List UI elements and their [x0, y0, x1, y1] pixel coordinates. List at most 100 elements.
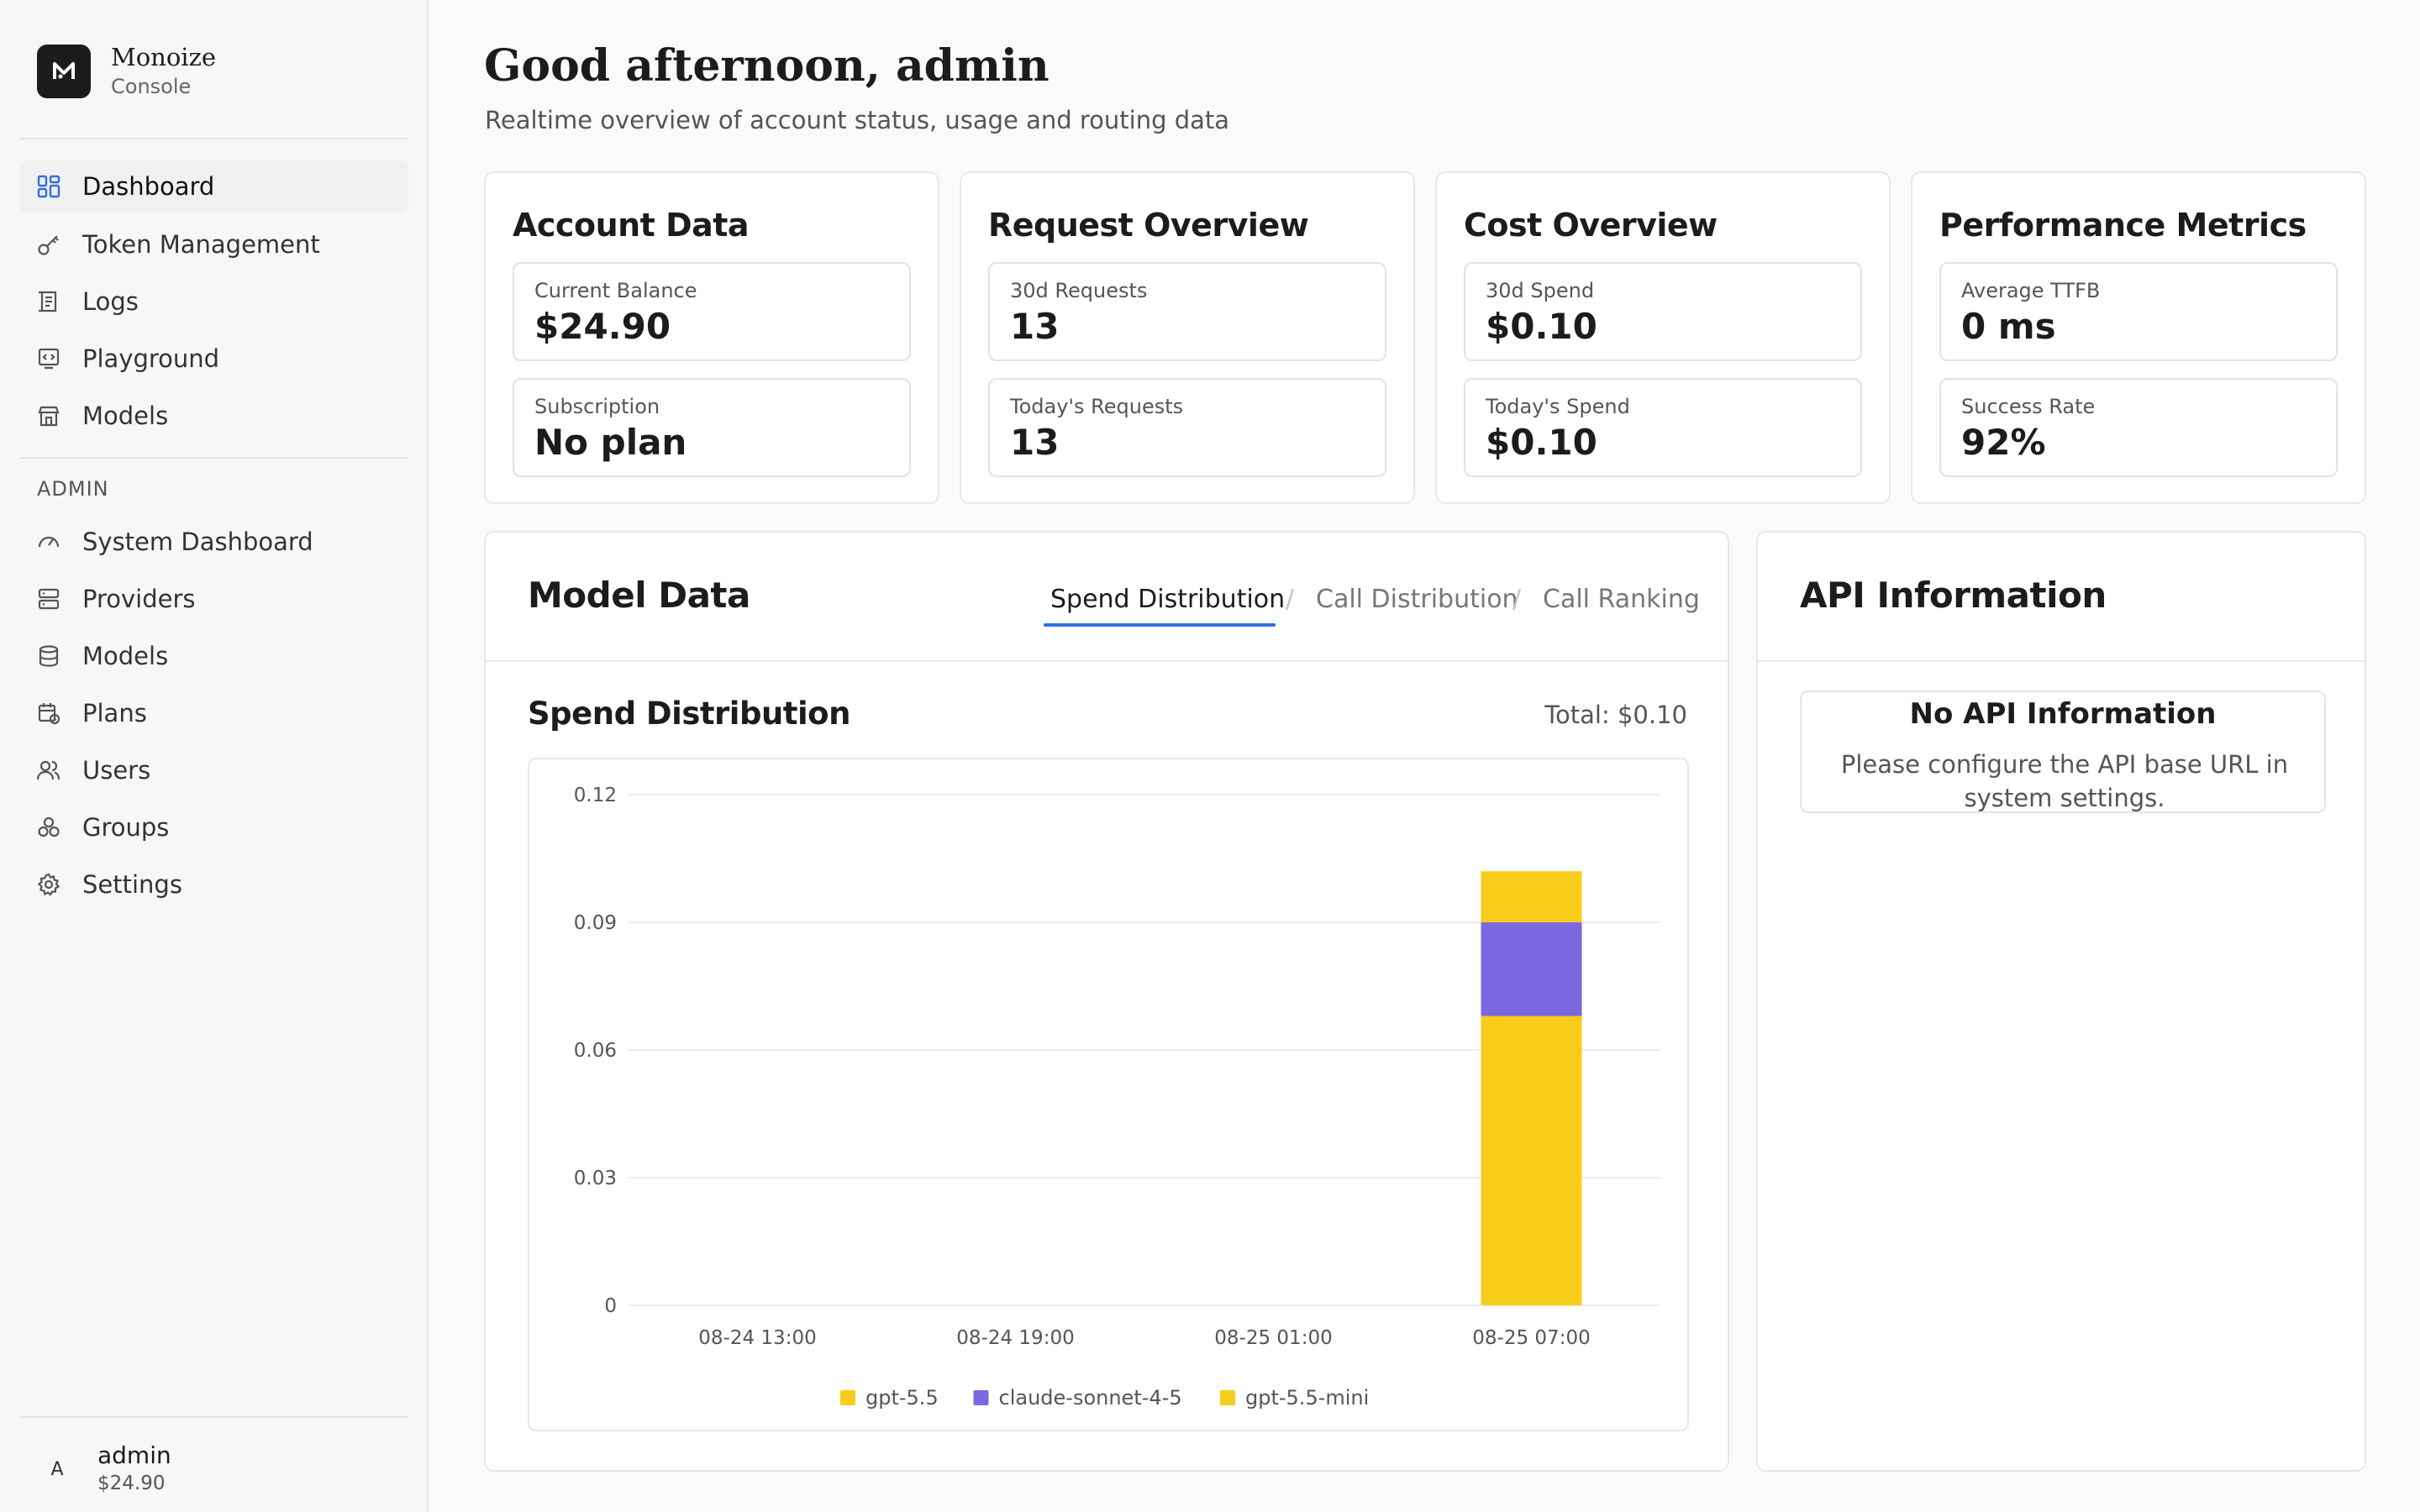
sidebar-divider — [20, 1416, 408, 1418]
user-menu[interactable]: A admin $24.90 — [37, 1441, 171, 1497]
x-tick-label: 08-24 19:00 — [956, 1327, 1074, 1349]
legend-swatch — [1220, 1390, 1235, 1405]
sidebar-item-label: Token Management — [82, 230, 320, 259]
sidebar-item-admin-models[interactable]: Models — [20, 630, 408, 682]
sidebar-item-users[interactable]: Users — [20, 744, 408, 796]
panel-divider — [486, 660, 1728, 662]
card-title: Request Overview — [988, 207, 1309, 244]
sidebar-item-settings[interactable]: Settings — [20, 858, 408, 911]
tab-separator: / — [1286, 585, 1295, 614]
cost-overview-card: Cost Overview 30d Spend $0.10 Today's Sp… — [1435, 171, 1891, 504]
avatar: A — [50, 1458, 64, 1480]
chart-frame: 0 0.03 0.06 0.09 0.12 08-24 13:00 08-24 19:00 0… — [528, 758, 1689, 1431]
account-data-card: Account Data Current Balance $24.90 Subs… — [484, 171, 939, 504]
database-icon — [35, 643, 62, 669]
stat-value: 0 ms — [1961, 306, 2056, 347]
brand-subtitle: Console — [111, 75, 192, 98]
x-tick-label: 08-24 13:00 — [698, 1327, 816, 1349]
active-tab-indicator — [1044, 623, 1276, 627]
brand-name: Monoize — [111, 43, 217, 71]
tab-spend-distribution[interactable]: Spend Distribution — [1050, 585, 1286, 614]
sidebar-item-label: Models — [82, 642, 169, 670]
logs-icon — [35, 288, 62, 315]
sidebar-item-playground[interactable]: Playground — [20, 333, 408, 385]
sidebar-item-providers[interactable]: Providers — [20, 573, 408, 625]
stat-value: No plan — [534, 422, 687, 463]
model-data-panel: Model Data Spend Distribution / Call Dis… — [484, 531, 1729, 1472]
users-icon — [35, 757, 62, 784]
sidebar-item-system-dashboard[interactable]: System Dashboard — [20, 516, 408, 568]
sidebar-item-label: System Dashboard — [82, 528, 313, 556]
y-tick-label: 0.06 — [574, 1040, 617, 1062]
page-title: Good afternoon, admin — [484, 40, 1050, 92]
legend-label: gpt-5.5-mini — [1245, 1386, 1369, 1410]
stat-value: 92% — [1961, 422, 2046, 463]
stat-label: 30d Requests — [1010, 279, 1148, 302]
api-information-panel: API Information No API Information Pleas… — [1756, 531, 2366, 1472]
spend-distribution-chart: 0 0.03 0.06 0.09 0.12 08-24 13:00 08-24 19:00 0… — [574, 785, 1660, 1410]
stat-label: Today's Spend — [1486, 395, 1630, 418]
sidebar-item-label: Settings — [82, 870, 182, 899]
legend-swatch — [973, 1390, 989, 1405]
stat-30d-spend: 30d Spend $0.10 — [1464, 262, 1862, 361]
sidebar: Monoize Console Dashboard Token Manageme… — [0, 0, 429, 1512]
stat-today-spend: Today's Spend $0.10 — [1464, 378, 1862, 477]
sidebar-item-label: Logs — [82, 287, 139, 316]
sidebar-item-label: Users — [82, 756, 151, 785]
bar-segment — [1481, 922, 1582, 1016]
stat-label: Subscription — [534, 395, 660, 418]
performance-metrics-card: Performance Metrics Average TTFB 0 ms Su… — [1911, 171, 2366, 504]
empty-state-text: Please configure the API base URL in sys… — [1840, 750, 2289, 812]
sidebar-item-label: Playground — [82, 344, 220, 373]
gear-icon — [35, 871, 62, 898]
panel-divider — [1758, 660, 2365, 662]
bar-segment — [1481, 1016, 1582, 1305]
sidebar-item-groups[interactable]: Groups — [20, 801, 408, 853]
stat-value: $0.10 — [1486, 306, 1597, 347]
bar-segment — [1481, 871, 1582, 922]
calendar-icon — [35, 700, 62, 727]
stat-average-ttfb: Average TTFB 0 ms — [1939, 262, 2338, 361]
stat-today-requests: Today's Requests 13 — [988, 378, 1386, 477]
brand[interactable]: Monoize Console — [37, 42, 216, 101]
stat-30d-requests: 30d Requests 13 — [988, 262, 1386, 361]
x-tick-label: 08-25 01:00 — [1214, 1327, 1332, 1349]
stat-value: 13 — [1010, 422, 1060, 463]
sidebar-item-logs[interactable]: Logs — [20, 276, 408, 328]
key-icon — [35, 231, 62, 258]
sidebar-item-label: Groups — [82, 813, 170, 842]
legend-swatch — [840, 1390, 855, 1405]
stat-value: $0.10 — [1486, 422, 1597, 463]
tab-separator: / — [1512, 585, 1522, 614]
sidebar-item-dashboard[interactable]: Dashboard — [20, 160, 408, 213]
sidebar-divider — [20, 138, 408, 139]
brand-logo — [37, 45, 91, 98]
stat-label: Average TTFB — [1961, 279, 2101, 302]
stat-label: Today's Requests — [1010, 395, 1184, 418]
monoize-logo-icon — [53, 62, 75, 79]
sidebar-item-models[interactable]: Models — [20, 390, 408, 442]
gauge-icon — [35, 528, 62, 555]
tab-call-distribution[interactable]: Call Distribution — [1316, 585, 1518, 614]
panel-title: Model Data — [528, 575, 750, 616]
page-subtitle: Realtime overview of account status, usa… — [485, 106, 1230, 134]
legend-label: claude-sonnet-4-5 — [999, 1386, 1182, 1410]
tab-call-ranking[interactable]: Call Ranking — [1543, 585, 1700, 614]
y-tick-label: 0.12 — [574, 785, 617, 806]
store-icon — [35, 402, 62, 429]
server-icon — [35, 585, 62, 612]
user-name: admin — [97, 1441, 171, 1469]
sidebar-divider — [20, 457, 408, 459]
sidebar-item-label: Models — [82, 402, 169, 430]
y-tick-label: 0 — [604, 1295, 617, 1317]
sidebar-item-token-management[interactable]: Token Management — [20, 218, 408, 270]
stat-value: 13 — [1010, 306, 1060, 347]
stat-label: Current Balance — [534, 279, 697, 302]
sidebar-item-plans[interactable]: Plans — [20, 687, 408, 739]
sidebar-item-label: Providers — [82, 585, 196, 613]
stat-subscription: Subscription No plan — [513, 378, 911, 477]
stat-success-rate: Success Rate 92% — [1939, 378, 2338, 477]
y-tick-label: 0.03 — [574, 1168, 617, 1189]
stat-label: 30d Spend — [1486, 279, 1595, 302]
